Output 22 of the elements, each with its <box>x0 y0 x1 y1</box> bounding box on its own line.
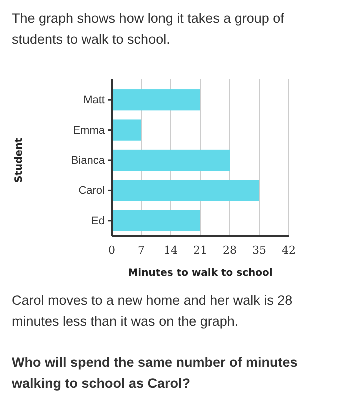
x-tick-label: 14 <box>164 244 178 257</box>
text: Carol moves to a new home and her walk is 28 minutes less than it was on the graph. <box>12 292 294 331</box>
x-tick-label: 7 <box>138 244 145 257</box>
y-tick-label: Matt <box>84 94 105 107</box>
bar <box>112 180 260 202</box>
x-tick-label: 28 <box>223 244 237 257</box>
y-tick-label: Carol <box>78 185 105 198</box>
y-tick-label: Bianca <box>71 155 106 168</box>
y-axis-title: Student <box>14 138 25 183</box>
bar <box>112 150 230 172</box>
chart-title: The graph shows how long it takes a group of students to walk to school. <box>12 10 286 49</box>
x-tick-label: 21 <box>194 244 208 257</box>
bar <box>112 90 200 111</box>
x-axis-title: Minutes to walk to school <box>128 268 273 279</box>
x-tick-label: 42 <box>282 244 296 257</box>
bar <box>112 120 142 141</box>
bar <box>112 210 200 232</box>
y-tick-label: Emma <box>73 124 106 137</box>
text: Who will spend the same number of minutes walking to school as Carol? <box>12 354 299 393</box>
x-tick-label: 0 <box>108 244 116 257</box>
x-tick-label: 35 <box>252 244 266 257</box>
y-tick-label: Ed <box>92 215 105 228</box>
